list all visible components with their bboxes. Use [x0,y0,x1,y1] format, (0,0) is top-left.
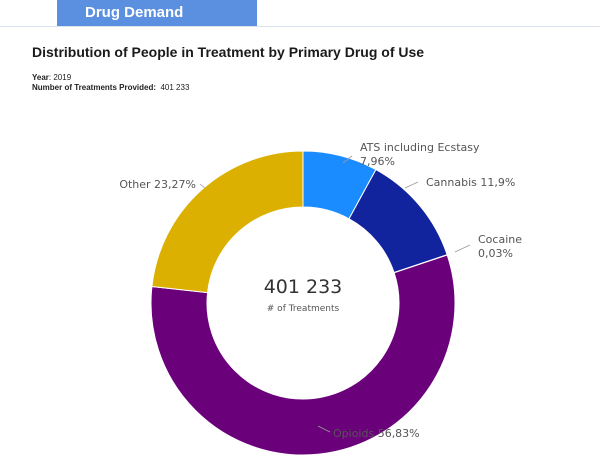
center-value: 401 233 [264,276,343,298]
treatment-count-label: Number of Treatments Provided: [32,83,157,92]
leader-lines [199,155,471,433]
slice-opioids[interactable] [150,254,456,456]
donut-slices [150,150,456,456]
leader-line [404,181,419,189]
slice-other[interactable] [151,150,304,294]
leader-line [454,244,471,253]
year-value: 2019 [53,73,72,82]
treatment-count-value: 401 233 [160,83,190,92]
leader-line [342,155,353,164]
tab-bar: Drug Demand [0,0,600,27]
slice-label: 0,03% [478,247,513,260]
center-label: # of Treatments [267,304,340,314]
year-label: Year [32,73,49,82]
tab-drug-demand[interactable]: Drug Demand [57,0,257,26]
slice-label: 7,96% [360,155,395,168]
treatment-count-info: Number of Treatments Provided: 401 233 [32,83,189,92]
slice-label: Cocaine [478,233,522,246]
year-info: Year: 2019 [32,73,72,82]
slice-label: Other 23,27% [119,178,196,191]
leader-line [199,183,206,189]
slice-label: Cannabis 11,9% [426,176,515,189]
slice-label: Opioids 56,83% [333,427,420,440]
chart-title: Distribution of People in Treatment by P… [32,44,425,60]
slice-label: ATS including Ecstasy [360,141,480,154]
leader-line [317,425,331,433]
